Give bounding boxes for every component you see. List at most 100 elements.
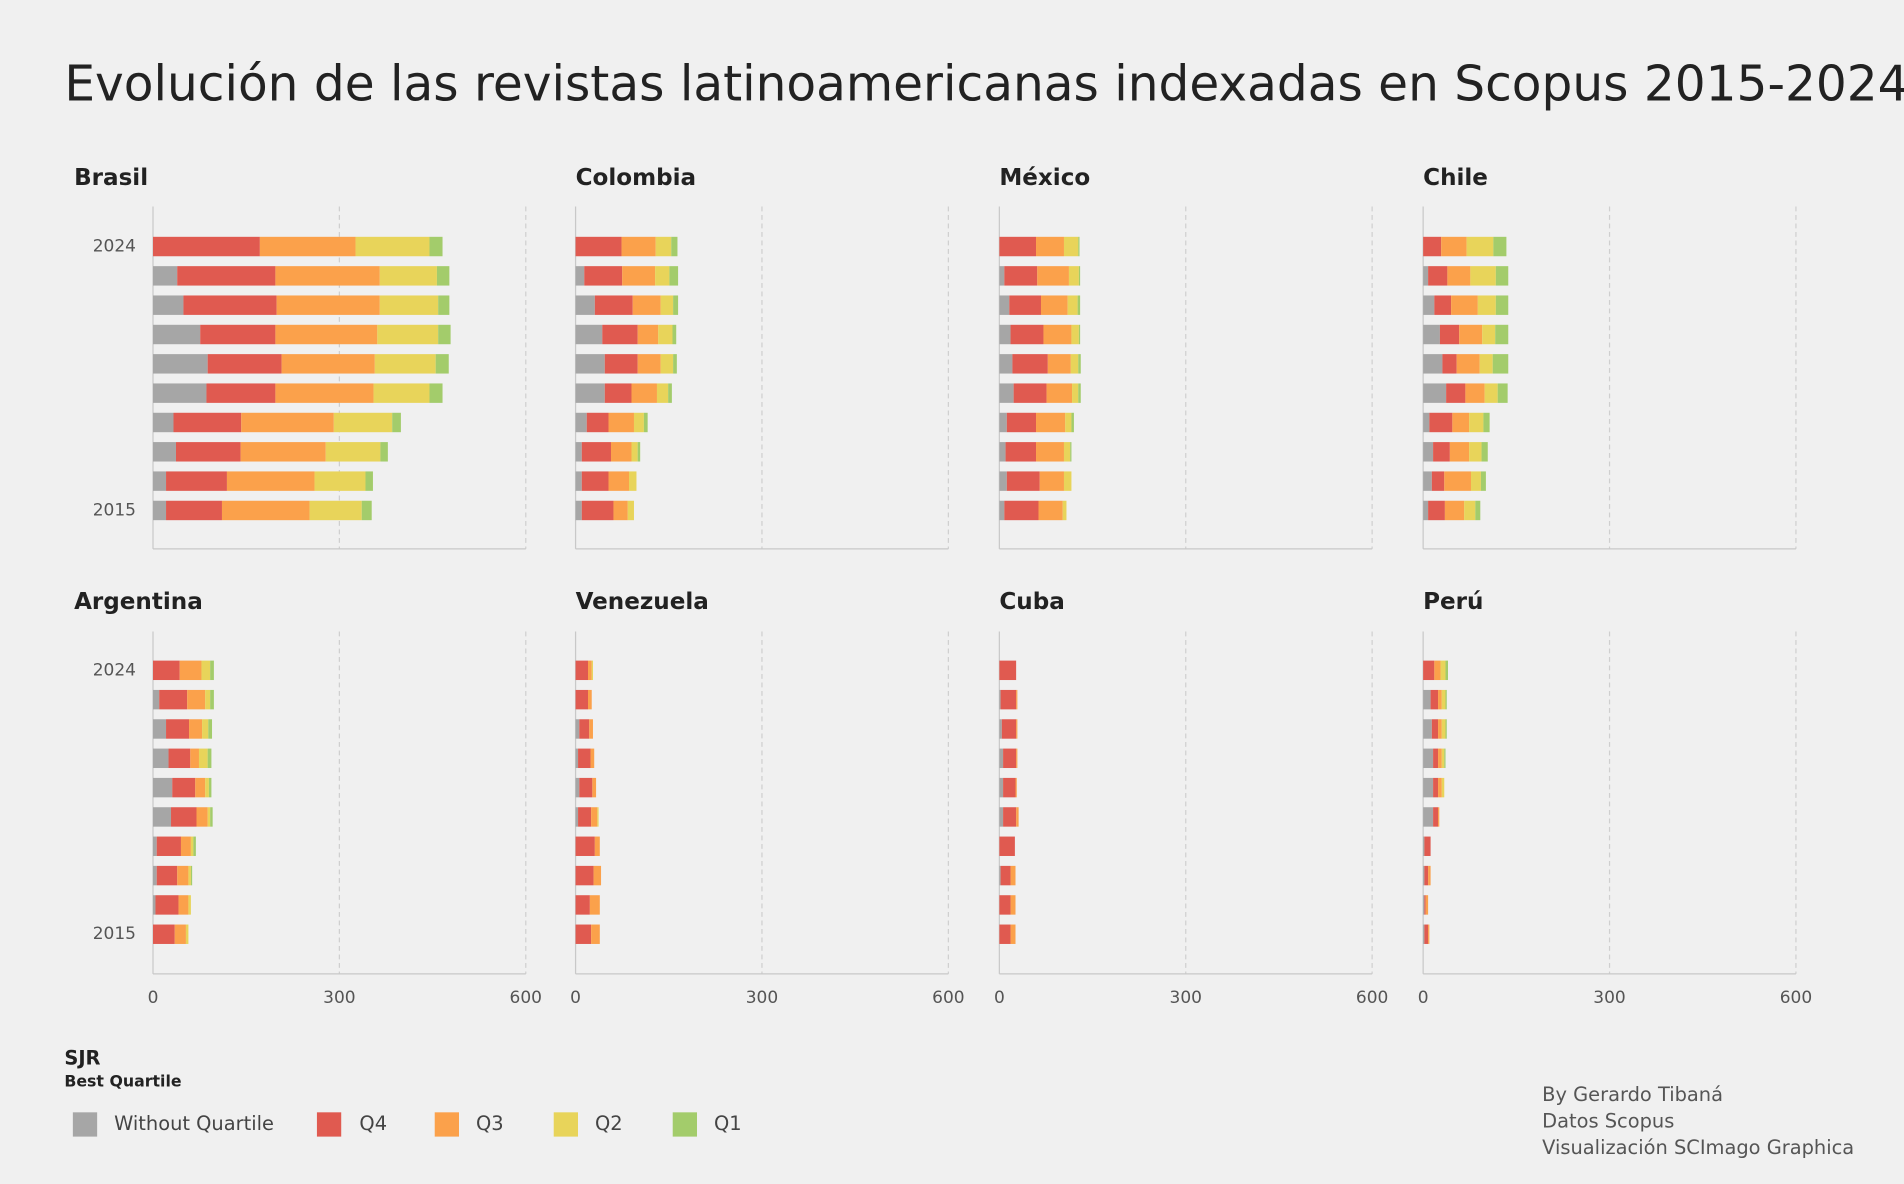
bar-segment: [575, 442, 582, 462]
y-tick-label: 2015: [93, 924, 136, 944]
bar-segment: [586, 412, 609, 433]
x-tick-label: 0: [148, 988, 159, 1008]
bar-segment: [999, 865, 1001, 886]
bar-segment: [1423, 689, 1431, 710]
bar-segment: [643, 412, 648, 433]
bar-segment: [1423, 324, 1440, 345]
bar-segment: [1447, 266, 1471, 286]
bar-segment: [156, 865, 178, 886]
panel-title: Cuba: [999, 589, 1064, 615]
panel-title: México: [999, 165, 1090, 191]
bar-segment: [1036, 236, 1064, 257]
panel-title: Chile: [1423, 165, 1488, 191]
x-tick-label: 300: [746, 988, 778, 1008]
bar-segment: [1428, 865, 1431, 886]
bar-segment: [999, 295, 1010, 315]
bar-segment: [193, 836, 196, 856]
bar-segment: [1445, 689, 1447, 710]
bar-segment: [655, 266, 670, 286]
bar-segment: [200, 324, 276, 345]
bar-segment: [1003, 807, 1017, 827]
bar-segment: [221, 500, 310, 521]
bar-segment: [207, 807, 211, 827]
bar-segment: [177, 865, 189, 886]
bar-segment: [575, 412, 587, 433]
bar-segment: [207, 354, 282, 374]
bar-segment: [1442, 354, 1457, 374]
bar-segment: [392, 412, 401, 433]
bar-segment: [999, 500, 1005, 521]
bar-segment: [189, 719, 203, 739]
bar-segment: [1423, 383, 1447, 403]
bar-segment: [1441, 719, 1446, 739]
bar-segment: [632, 295, 661, 315]
bar-segment: [575, 748, 579, 769]
bar-segment: [1000, 689, 1017, 710]
bar-segment: [174, 924, 186, 944]
bar-segment: [1010, 924, 1016, 944]
bar-segment: [153, 865, 157, 886]
bar-segment: [1423, 266, 1429, 286]
bar-segment: [1078, 236, 1080, 257]
bar-segment: [575, 236, 622, 257]
bar-segment: [591, 924, 600, 944]
bar-segment: [173, 412, 242, 433]
bar-segment: [1425, 895, 1429, 915]
bar-segment: [1470, 266, 1496, 286]
bar-segment: [185, 924, 189, 944]
x-tick-label: 0: [994, 988, 1005, 1008]
bar-segment: [333, 412, 393, 433]
bar-segment: [1431, 719, 1439, 739]
bar-segment: [1036, 442, 1064, 462]
bar-segment: [276, 295, 380, 315]
bar-segment: [187, 689, 206, 710]
bar-segment: [581, 471, 609, 491]
bar-segment: [672, 324, 677, 345]
bar-segment: [1003, 777, 1016, 798]
bar-segment: [1010, 324, 1044, 345]
bar-segment: [1423, 924, 1425, 944]
bar-segment: [1423, 295, 1435, 315]
bar-segment: [587, 660, 592, 681]
bar-segment: [1071, 412, 1074, 433]
bar-segment: [604, 383, 632, 403]
legend-swatch: [553, 1112, 578, 1137]
bar-segment: [591, 807, 598, 827]
bar-segment: [575, 836, 595, 856]
bar-segment: [671, 236, 678, 257]
bar-segment: [1430, 689, 1439, 710]
bar-segment: [999, 383, 1014, 403]
bar-segment: [172, 777, 196, 798]
bar-segment: [1063, 471, 1072, 491]
bar-segment: [1062, 500, 1067, 521]
bar-segment: [581, 442, 611, 462]
legend-label: Q2: [595, 1112, 623, 1135]
x-tick-label: 600: [1356, 988, 1388, 1008]
bar-segment: [210, 807, 213, 827]
bar-segment: [592, 777, 597, 798]
bar-segment: [999, 471, 1007, 491]
bar-segment: [153, 236, 260, 257]
legend-swatch: [434, 1112, 459, 1137]
bar-segment: [206, 383, 276, 403]
bar-segment: [1445, 660, 1448, 681]
bar-segment: [1423, 748, 1434, 769]
bar-segment: [575, 354, 605, 374]
bar-segment: [1492, 354, 1509, 374]
bar-segment: [166, 719, 190, 739]
bar-segment: [1475, 500, 1481, 521]
bar-segment: [597, 807, 599, 827]
bar-segment: [999, 412, 1007, 433]
bar-segment: [1441, 748, 1445, 769]
bar-segment: [999, 924, 1011, 944]
bar-segment: [1070, 442, 1072, 462]
bar-segment: [1047, 354, 1071, 374]
bar-segment: [166, 500, 222, 521]
bar-segment: [1068, 266, 1079, 286]
legend-title: SJR: [64, 1046, 100, 1069]
bar-segment: [155, 895, 179, 915]
bar-segment: [579, 777, 593, 798]
bar-segment: [1433, 748, 1439, 769]
bar-segment: [999, 236, 1037, 257]
bar-segment: [1078, 383, 1081, 403]
